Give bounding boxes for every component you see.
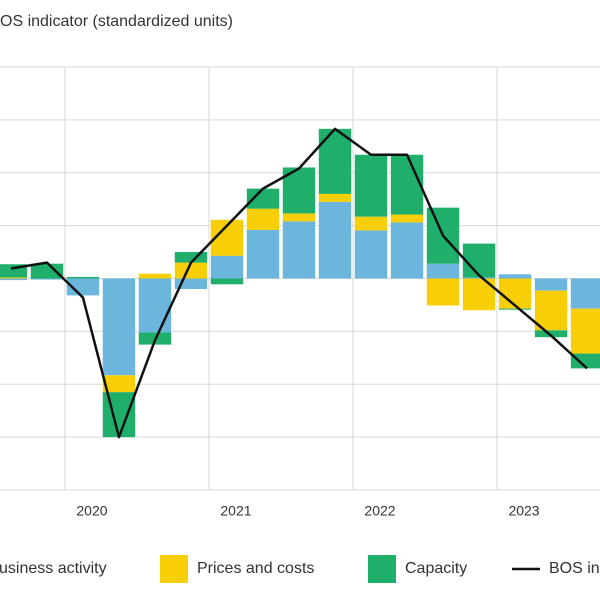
bar-segment (0, 278, 28, 281)
bar-segment (282, 213, 316, 222)
bar-segment (570, 308, 600, 354)
bar-segment (390, 154, 424, 215)
bar-segment (498, 274, 532, 279)
bar-segment (174, 278, 208, 290)
bar-segment (534, 290, 568, 331)
bar-segment (102, 392, 136, 438)
bar-segment (174, 252, 208, 263)
bar-segment (462, 277, 496, 279)
bar-segment (246, 229, 280, 279)
bar-segment (282, 221, 316, 279)
legend-swatch (160, 555, 188, 583)
bar-segment (318, 128, 352, 194)
bar-segment (174, 262, 208, 279)
x-tick-label: 2020 (76, 503, 107, 519)
bar-segment (210, 255, 244, 279)
bar-segment (534, 278, 568, 291)
bar-segment (30, 263, 64, 279)
bar-segment (318, 193, 352, 202)
bar-segment (354, 154, 388, 217)
bar-segment (0, 277, 28, 279)
legend-label: usiness activity (0, 560, 107, 577)
legend-swatch (368, 555, 396, 583)
chart-title: OS indicator (standardized units) (0, 13, 233, 30)
bar-segment (246, 188, 280, 209)
bar-segment (426, 263, 460, 279)
bar-segment (390, 214, 424, 223)
bar-segment (498, 278, 532, 309)
bar-segment (534, 330, 568, 338)
bar-segment (246, 208, 280, 230)
bar-segment (318, 201, 352, 279)
bar-segment (102, 278, 136, 376)
bar-segment (426, 278, 460, 306)
bar-segment (354, 216, 388, 231)
bar-segment (138, 273, 172, 279)
x-tick-label: 2023 (508, 503, 539, 519)
bar-segment (570, 353, 600, 369)
bar-segment (498, 308, 532, 310)
bar-segment (462, 243, 496, 278)
bar-segment (390, 222, 424, 279)
legend-label: BOS in (549, 560, 600, 577)
legend-label: Capacity (405, 560, 467, 577)
bar-segment (354, 230, 388, 279)
bar-segment (30, 278, 64, 280)
x-tick-label: 2022 (364, 503, 395, 519)
line (10, 127, 588, 439)
bar-segment (570, 278, 600, 309)
bar-segment (102, 375, 136, 393)
bar-segment (66, 276, 100, 279)
legend-label: Prices and costs (197, 560, 314, 577)
bar-segment (210, 278, 244, 285)
x-tick-label: 2021 (220, 503, 251, 519)
bar-segment (138, 278, 172, 333)
